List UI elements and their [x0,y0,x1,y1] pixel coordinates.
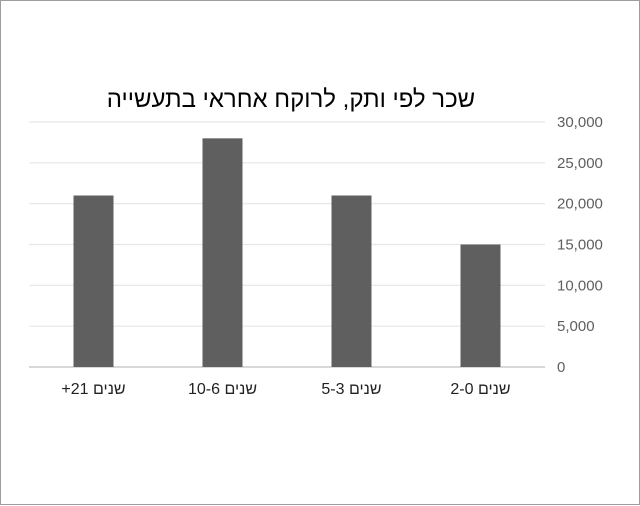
x-tick-label: 5-3 שנים [321,381,381,398]
y-tick-label: 15,000 [557,237,603,254]
x-axis-ticks: 2-0 שנים 5-3 שנים 10-6 שנים +21 שנים [61,381,510,398]
bar [202,138,243,367]
bar [73,195,114,367]
y-tick-label: 25,000 [557,155,603,172]
gridlines [29,121,545,368]
bars [73,138,501,367]
x-tick-label: 10-6 שנים [188,381,257,398]
y-tick-label: 10,000 [557,277,603,294]
chart-title: שכר לפי ותק, לרוקח אחראי בתעשייה [107,86,475,113]
x-tick-label: +21 שנים [61,381,125,398]
y-axis-ticks: 0 5,000 10,000 15,000 20,000 25,000 30,000 [557,114,603,376]
y-tick-label: 5,000 [557,318,595,335]
x-tick-label: 2-0 שנים [450,381,510,398]
y-tick-label: 20,000 [557,196,603,213]
y-tick-label: 30,000 [557,114,603,131]
y-tick-label: 0 [557,359,565,376]
bar [460,244,501,367]
bar [331,195,372,367]
